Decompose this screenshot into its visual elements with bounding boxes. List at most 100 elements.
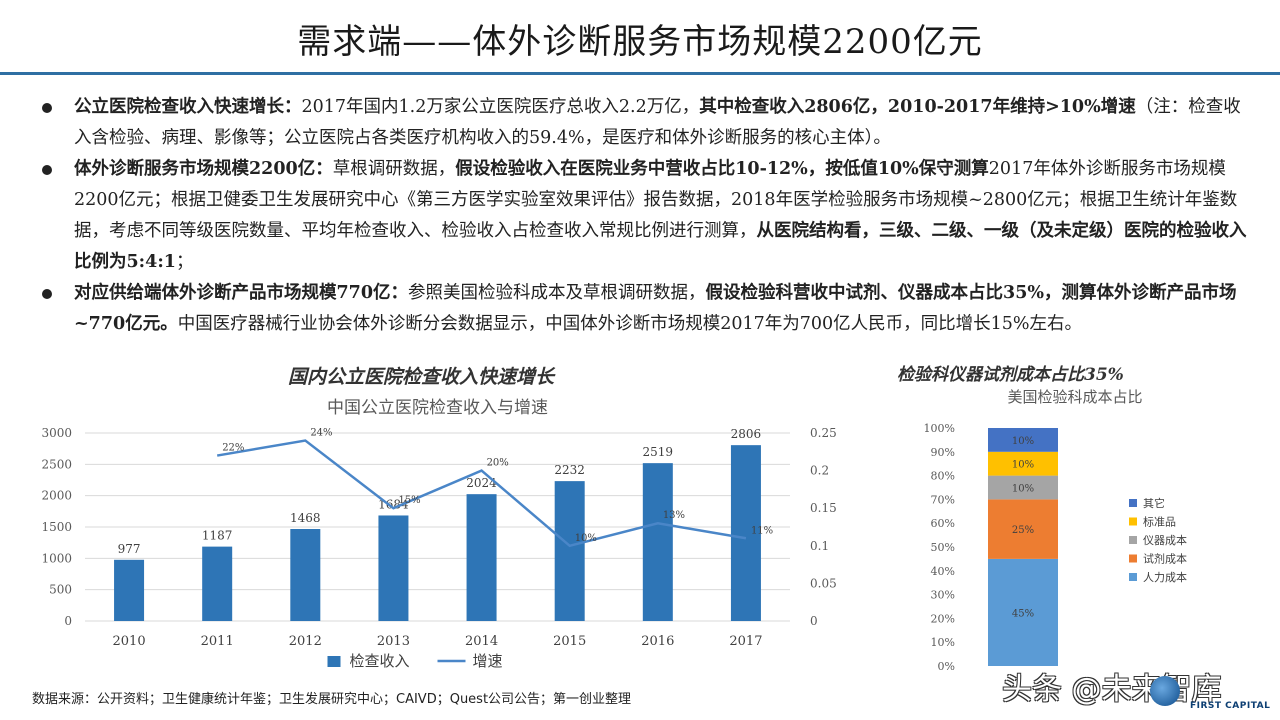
left-axis-tick-label: 3000 — [41, 426, 72, 440]
left-axis-tick-label: 500 — [49, 583, 72, 597]
left-chart-heading: 国内公立医院检查收入快速增长 — [288, 366, 555, 388]
y-axis-tick-label: 50% — [931, 541, 955, 554]
bar-value-label: 2232 — [554, 463, 585, 477]
right-chart-heading: 检验科仪器试剂成本占比35% — [897, 365, 1124, 385]
bar — [378, 515, 409, 621]
title-divider — [0, 72, 1280, 75]
growth-point-label: 15% — [398, 495, 420, 506]
bullet-bold-text: 从医院结构看，三级、二级、一级（及未定级）医院的检验收入比例为5:4:1 — [74, 221, 1247, 272]
legend-label: 试剂成本 — [1143, 552, 1187, 566]
x-axis-tick-label: 2010 — [113, 634, 146, 649]
bullet-plain-text: 2017年国内1.2万家公立医院医疗总收入2.2万亿， — [301, 97, 700, 117]
bar-value-label: 1187 — [202, 529, 233, 543]
bullet-dot-icon — [42, 289, 52, 299]
stack-segment-label: 10% — [1012, 460, 1034, 471]
page-title: 需求端——体外诊断服务市场规模2200亿元 — [297, 22, 983, 62]
logo-text: FIRST CAPITAL — [1190, 701, 1271, 711]
bullet-bold-text: 假设检验收入在医院业务中营收占比10-12%，按低值10%保守测算 — [455, 159, 989, 179]
bullet-bold-text: 公立医院检查收入快速增长： — [74, 97, 302, 117]
y-axis-tick-label: 60% — [931, 517, 955, 530]
bar — [114, 559, 145, 621]
bar-value-label: 1468 — [290, 511, 321, 525]
bar — [730, 445, 761, 621]
bar-value-label: 2806 — [731, 427, 762, 441]
right-axis-tick-label: 0.05 — [810, 576, 837, 590]
right-axis-tick-label: 0.25 — [810, 426, 837, 440]
stack-segment — [988, 499, 1058, 559]
growth-point-label: 11% — [751, 525, 773, 536]
bar-value-label: 977 — [118, 542, 141, 556]
bullet-bold-text: 对应供给端体外诊断产品市场规模770亿： — [74, 283, 409, 303]
chart-title: 美国检验科成本占比 — [1007, 388, 1142, 406]
stack-segment — [988, 475, 1058, 500]
growth-point-label: 13% — [663, 510, 685, 521]
bullet-plain-text: ； — [175, 252, 194, 272]
stack-segment — [988, 558, 1058, 666]
legend-swatch — [1129, 536, 1137, 544]
bullet-bold-text: 假设检验科营收中试剂、仪器成本占比35%，测算体外诊断产品市场~770亿元。 — [74, 283, 1237, 334]
bullet-dot-icon — [42, 165, 52, 175]
growth-line — [216, 439, 747, 548]
legend-bar-swatch — [327, 656, 341, 667]
bullet-text: 公立医院检查收入快速增长：2017年国内1.2万家公立医院医疗总收入2.2万亿，… — [74, 97, 1241, 148]
bullet-plain-text: （注：检查收入含检验、病理、影像等；公立医院占各类医疗机构收入的59.4%，是医… — [74, 97, 1241, 148]
bullet-text: 体外诊断服务市场规模2200亿：草根调研数据，假设检验收入在医院业务中营收占比1… — [74, 159, 1247, 272]
legend-label: 标准品 — [1143, 515, 1176, 529]
legend-bar-label: 检查收入 — [350, 652, 410, 670]
x-axis-tick-label: 2016 — [641, 634, 674, 649]
bullet-plain-text: 草根调研数据， — [332, 159, 456, 179]
right-axis-tick-label: 0.15 — [810, 501, 837, 515]
bullet-text: 对应供给端体外诊断产品市场规模770亿：参照美国检验科成本及草根调研数据，假设检… — [74, 283, 1237, 334]
bullet-dot-icon — [42, 103, 52, 113]
right-axis-tick-label: 0.1 — [810, 539, 829, 553]
y-axis-tick-label: 0% — [938, 660, 955, 673]
chart-title: 中国公立医院检查收入与增速 — [327, 398, 548, 418]
legend-label: 仪器成本 — [1143, 533, 1187, 547]
bar-value-label: 2519 — [643, 445, 674, 459]
bullet-plain-text: 2017年体外诊断服务市场规模2200亿元；根据卫健委卫生发展研究中心《第三方医… — [74, 159, 1238, 241]
right-axis-tick-label: 0.2 — [810, 464, 829, 478]
left-axis-tick-label: 1500 — [41, 520, 72, 534]
stack-segment-label: 25% — [1012, 525, 1034, 536]
bullet-bold-text: 其中检查收入2806亿，2010-2017年维持>10%增速 — [699, 97, 1136, 117]
bar — [290, 529, 321, 621]
watermark-text: 头条 @未来智库 — [1002, 672, 1222, 707]
bullet-plain-text: 中国医疗器械行业协会体外诊断分会数据显示，中国体外诊断市场规模2017年为700… — [177, 314, 1083, 334]
x-axis-tick-label: 2015 — [553, 634, 586, 649]
y-axis-tick-label: 90% — [931, 446, 955, 459]
bar — [554, 481, 585, 621]
growth-point-label: 10% — [575, 533, 597, 544]
legend-label: 人力成本 — [1143, 570, 1187, 584]
stack-segment — [988, 451, 1058, 476]
growth-point-label: 22% — [222, 443, 244, 454]
growth-point-label: 24% — [310, 428, 332, 439]
bar — [202, 546, 233, 621]
bullet-item: 体外诊断服务市场规模2200亿：草根调研数据，假设检验收入在医院业务中营收占比1… — [38, 154, 1253, 278]
left-axis-tick-label: 0 — [64, 614, 72, 628]
x-axis-tick-label: 2013 — [377, 634, 410, 649]
bullet-item: 对应供给端体外诊断产品市场规模770亿：参照美国检验科成本及草根调研数据，假设检… — [38, 278, 1253, 340]
legend-swatch — [1129, 573, 1137, 581]
right-axis-tick-label: 0 — [810, 614, 818, 628]
x-axis-tick-label: 2012 — [289, 634, 322, 649]
stack-segment — [988, 428, 1058, 452]
left-axis-tick-label: 2000 — [41, 489, 72, 503]
first-capital-logo-icon — [1150, 676, 1180, 706]
bullet-bold-text: 体外诊断服务市场规模2200亿： — [74, 159, 333, 179]
data-source-note: 数据来源：公开资料；卫生健康统计年鉴；卫生发展研究中心；CAIVD；Quest公… — [32, 692, 632, 707]
left-axis-tick-label: 1000 — [41, 551, 72, 565]
bar — [466, 494, 497, 621]
legend-swatch — [1129, 499, 1137, 507]
x-axis-tick-label: 2017 — [729, 634, 762, 649]
y-axis-tick-label: 30% — [931, 589, 955, 602]
y-axis-tick-label: 10% — [931, 636, 955, 649]
bullet-list: 公立医院检查收入快速增长：2017年国内1.2万家公立医院医疗总收入2.2万亿，… — [38, 92, 1253, 340]
legend-label: 其它 — [1143, 496, 1165, 510]
x-axis-tick-label: 2014 — [465, 634, 498, 649]
left-axis-tick-label: 2500 — [41, 457, 72, 471]
bar-value-label: 2024 — [466, 476, 497, 490]
stack-segment-label: 10% — [1012, 436, 1034, 447]
bar — [642, 463, 673, 621]
stack-segment-label: 45% — [1012, 608, 1034, 619]
y-axis-tick-label: 20% — [931, 612, 955, 625]
